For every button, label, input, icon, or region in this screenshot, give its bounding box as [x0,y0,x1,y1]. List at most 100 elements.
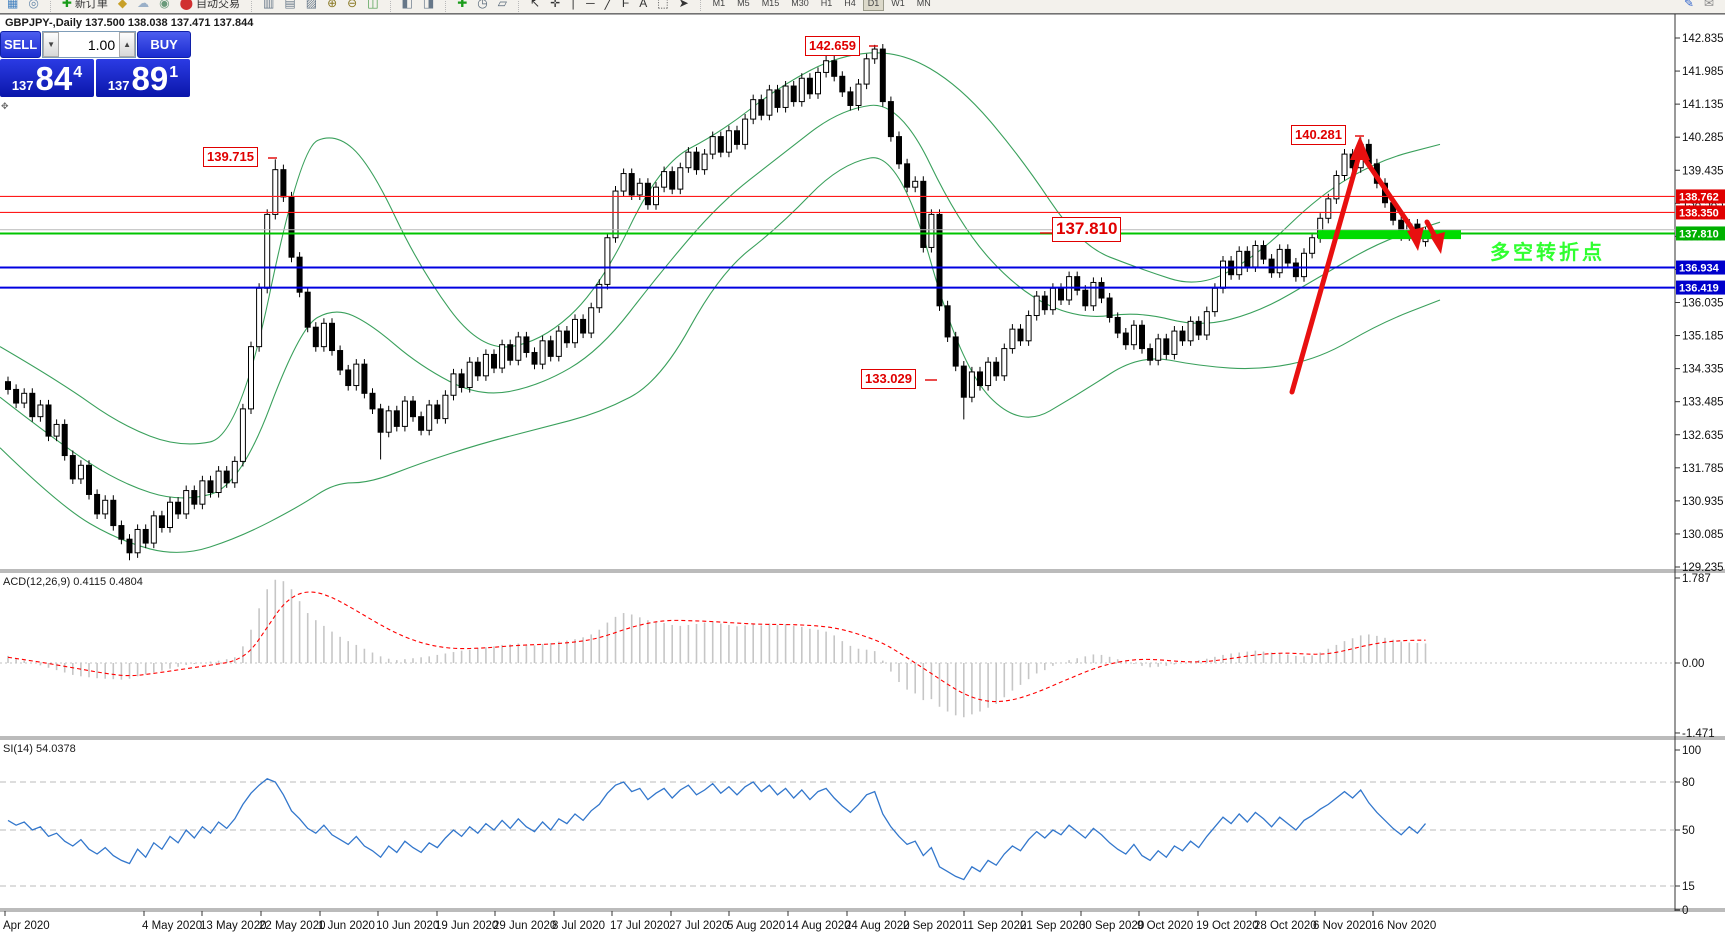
candle-body [709,136,716,155]
timeframe-h1[interactable]: H1 [820,0,833,8]
quick-edit-icon[interactable]: ✎ [1683,0,1694,10]
chart-shift-icon: ◧ [401,0,413,10]
candle-body [782,85,789,108]
candle-body [458,373,465,388]
candle-body [823,60,830,73]
timeframe-h4[interactable]: H4 [844,0,856,8]
candle-body [426,404,433,431]
candle-body [896,136,902,165]
price-annotation-142.659[interactable]: 142.659 [805,36,860,56]
candle-body [474,361,481,377]
chat-icon[interactable]: ✉ [1703,0,1714,10]
buy-price-display[interactable]: 137 89 1 [96,59,190,97]
tile-windows-icon[interactable]: ◫ [363,0,382,13]
candle-body [1179,330,1186,342]
candle-body [855,83,862,106]
annotation-text-turning-point[interactable]: 多空转折点 [1490,242,1605,264]
tile-windows-icon: ◫ [367,0,379,10]
crosshair-icon[interactable]: ✛ [546,0,564,13]
line-chart-icon[interactable]: ▨ [302,0,321,13]
candle-body [29,392,36,418]
candle-body [94,493,101,515]
candle-body [1139,324,1145,350]
candle-body [977,371,983,387]
scroll-group: ◧ ◨ [389,0,440,13]
new-chart-icon[interactable]: ▦ [3,0,22,13]
cursor-icon[interactable]: ↖ [526,0,544,13]
candle-body [102,499,109,515]
candle-body [750,99,757,120]
cloud-icon[interactable]: ☁ [133,0,153,13]
price-annotation-137.810[interactable]: 137.810 [1052,217,1122,242]
sell-price-display[interactable]: 137 84 4 [0,59,94,97]
candle-body [61,423,68,457]
candle-chart-icon[interactable]: ▤ [280,0,299,13]
expert-advisor-icon[interactable]: ◆ [114,0,131,13]
chart-shift-icon[interactable]: ◧ [398,0,417,13]
candle-body [110,499,117,527]
chart-symbol-ohlc: GBPJPY-,Daily 137.500 138.038 137.471 13… [5,17,254,29]
macd-signal-line [7,591,1426,703]
autotrading-icon[interactable]: ⬤ 自动交易 [176,0,244,13]
volume-decrease-icon[interactable]: ▼ [43,32,60,57]
candle-body [1187,320,1194,342]
date-tick-label: 22 May 2020 [259,920,326,932]
svg-text:131.785: 131.785 [1682,463,1724,475]
buy-button[interactable]: BUY [137,31,191,58]
volume-value[interactable]: 1.00 [87,36,116,53]
candle-body [912,180,919,188]
candle-body [345,369,352,387]
arrow-head [1350,136,1370,160]
candle-body [401,400,408,427]
volume-stepper[interactable]: ▼ 1.00 ▲ [42,31,137,58]
rsi-panel: 100 80 50 15 0 [0,745,1701,917]
buy-price-point: 1 [169,64,179,81]
search-icon[interactable]: ◎ [24,0,42,13]
text-icon[interactable]: A [635,0,651,13]
fibonacci-icon[interactable]: F [618,0,633,13]
sound-icon[interactable]: ◉ [155,0,173,13]
support-highlight-bar[interactable] [1318,230,1461,240]
file-group: ▦ ◎ [2,0,44,13]
candle-body [1244,250,1251,268]
timeframe-m30[interactable]: M30 [791,0,809,8]
sell-button[interactable]: SELL [0,31,42,58]
bar-chart-icon[interactable]: ▥ [259,0,278,13]
trend-arrow[interactable] [1357,149,1418,236]
candle-body [45,404,52,437]
timeframe-m15[interactable]: M15 [761,0,780,8]
zoom-in-icon[interactable]: ⊕ [323,0,341,13]
macd-panel: 1.787 0.00 -1.471 [0,573,1715,740]
price-annotation-140.281[interactable]: 140.281 [1291,125,1346,145]
auto-scroll-icon[interactable]: ◨ [419,0,438,13]
new-order-icon[interactable]: ✚ 新订单 [58,0,112,13]
trade-group: ✚ 新订单 ◆ ☁ ◉ ⬤ 自动交易 [49,0,245,13]
label-icon[interactable]: ⬚ [653,0,672,13]
candle-body [175,501,182,515]
chart-mode-group: ▥ ▤ ▨ ⊕ ⊖ ◫ [251,0,384,13]
price-annotation-133.029[interactable]: 133.029 [861,369,916,389]
candle-body [1058,287,1064,301]
zoom-out-icon[interactable]: ⊖ [343,0,361,13]
vertical-line-icon[interactable]: ∣ [566,0,580,13]
timeframe-m5[interactable]: M5 [737,0,750,8]
annotation-shapes[interactable] [268,45,1445,395]
timeframe-d1[interactable]: D1 [862,0,885,11]
candle-body [1147,348,1154,361]
volume-increase-icon[interactable]: ▲ [119,32,136,57]
templates-icon[interactable]: ▱ [494,0,511,13]
price-annotation-139.715[interactable]: 139.715 [203,147,258,167]
timeframe-m1[interactable]: M1 [712,0,726,8]
arrows-icon[interactable]: ➤ [675,0,693,13]
panel-drag-handle-icon[interactable]: ✥ [1,101,9,111]
trend-arrow[interactable] [1289,149,1363,395]
horizontal-line-icon[interactable]: ─ [582,0,599,13]
timeframe-mn[interactable]: MN [916,0,931,8]
candle-body [612,190,619,239]
periods-icon[interactable]: ◷ [473,0,491,13]
timeframe-w1[interactable]: W1 [891,0,905,8]
candle-body [685,151,692,169]
trendline-icon[interactable]: ╱ [601,0,616,13]
add-indicator-icon[interactable]: ✚ [453,0,471,13]
